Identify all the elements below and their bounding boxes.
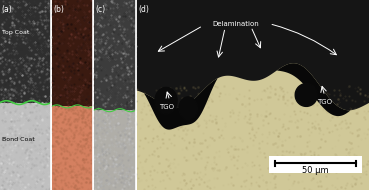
Text: 50 μm: 50 μm	[302, 165, 329, 175]
Text: Delamination: Delamination	[213, 21, 259, 27]
Bar	[52, 106, 93, 190]
Bar	[0, 0, 51, 103]
Bar	[94, 110, 136, 190]
Polygon shape	[295, 84, 317, 106]
Text: (d): (d)	[138, 5, 149, 14]
Text: Bond Coat: Bond Coat	[2, 137, 35, 142]
Polygon shape	[137, 0, 369, 110]
Text: (a): (a)	[1, 5, 12, 14]
Polygon shape	[277, 63, 350, 116]
Polygon shape	[155, 87, 177, 114]
Bar	[0, 103, 51, 190]
Text: (c): (c)	[95, 5, 105, 14]
Bar	[52, 0, 93, 106]
Polygon shape	[179, 97, 197, 120]
Polygon shape	[144, 78, 217, 130]
Bar	[137, 0, 369, 190]
Bar	[269, 156, 362, 173]
Text: TGO: TGO	[159, 104, 174, 110]
Text: TGO: TGO	[317, 99, 332, 105]
Text: (b): (b)	[53, 5, 64, 14]
Text: Top Coat: Top Coat	[2, 30, 29, 35]
Bar	[94, 0, 136, 110]
